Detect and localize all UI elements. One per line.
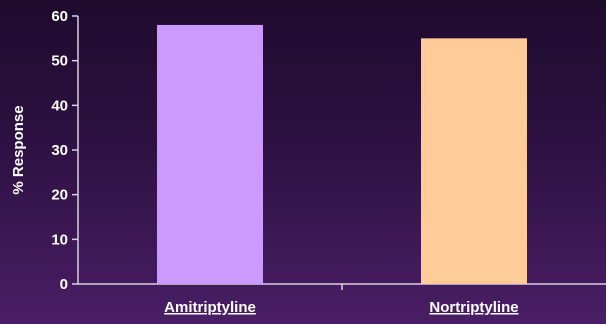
bar	[421, 38, 527, 285]
y-tick-label: 30	[51, 142, 68, 159]
x-tick-label: Amitriptyline	[164, 299, 256, 316]
y-tick-label: 20	[51, 187, 68, 204]
bars	[157, 24, 527, 285]
y-tick-label: 50	[51, 53, 68, 70]
y-tick-label: 10	[51, 231, 68, 248]
y-tick-label: 0	[60, 276, 68, 293]
y-axis-title: % Response	[10, 105, 27, 194]
y-tick-label: 60	[51, 8, 68, 25]
labels: 0 10 20 30 40 50 60 Amitriptyline Nortriptyline	[51, 8, 518, 316]
bar	[157, 24, 263, 285]
x-tick-label: Nortriptyline	[429, 299, 518, 316]
y-tick-label: 40	[51, 97, 68, 114]
